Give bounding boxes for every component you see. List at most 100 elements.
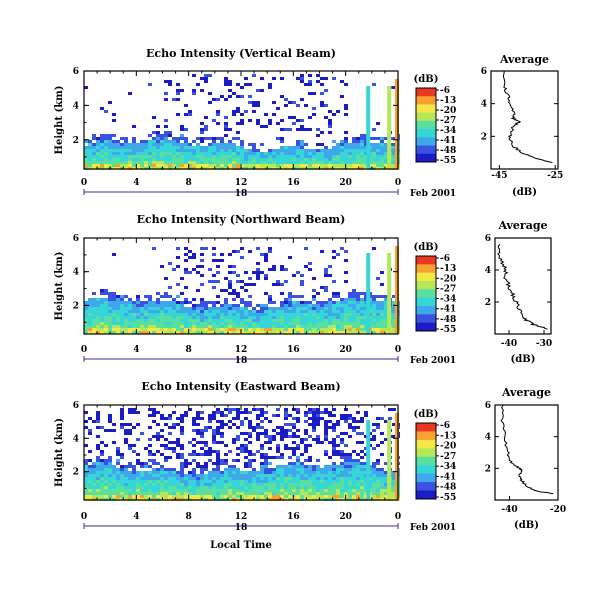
heatmap-cell xyxy=(376,319,380,322)
heatmap-cell xyxy=(316,480,320,483)
heatmap-cell xyxy=(308,307,312,310)
heatmap-cell xyxy=(248,295,252,298)
heatmap-cell xyxy=(380,164,384,167)
heatmap-cell xyxy=(164,301,168,304)
heatmap-cell xyxy=(180,480,184,483)
heatmap-cell xyxy=(284,280,288,283)
heatmap-cell xyxy=(236,149,240,152)
heatmap-cell xyxy=(240,143,244,146)
heatmap-cell xyxy=(156,158,160,161)
heatmap-cell xyxy=(128,152,132,155)
heatmap-cell xyxy=(392,408,396,411)
heatmap-cell xyxy=(280,319,284,322)
heatmap-cell xyxy=(164,474,168,477)
heatmap-cell xyxy=(284,158,288,161)
heatmap-cell xyxy=(232,155,236,158)
heatmap-cell xyxy=(128,331,132,334)
heatmap-cell xyxy=(192,468,196,471)
heatmap-cell xyxy=(152,411,156,414)
heatmap-cell xyxy=(240,423,244,426)
heatmap-cell xyxy=(232,328,236,331)
heatmap-cell xyxy=(260,328,264,331)
heatmap-cell xyxy=(380,319,384,322)
heatmap-cell xyxy=(232,477,236,480)
heatmap-cell xyxy=(124,495,128,498)
heatmap-cell xyxy=(312,295,316,298)
heatmap-cell xyxy=(360,143,364,146)
heatmap-cell xyxy=(144,149,148,152)
heatmap-cell xyxy=(84,483,88,486)
x-tick-label: 12 xyxy=(235,345,248,355)
heatmap-cell xyxy=(136,146,140,149)
heatmap-cell xyxy=(244,411,248,414)
heatmap-cell xyxy=(164,131,168,134)
heatmap-cell xyxy=(284,429,288,432)
heatmap-cell xyxy=(296,462,300,465)
heatmap-cell xyxy=(188,307,192,310)
heatmap-cell xyxy=(220,146,224,149)
heatmap-cell xyxy=(164,158,168,161)
heatmap-cell xyxy=(356,155,360,158)
heatmap-cell xyxy=(296,474,300,477)
heatmap-cell xyxy=(232,113,236,116)
heatmap-cell xyxy=(180,486,184,489)
heatmap-cell xyxy=(288,480,292,483)
heatmap-cell xyxy=(160,310,164,313)
heatmap-cell xyxy=(272,480,276,483)
heatmap-cell xyxy=(372,146,376,149)
heatmap-cell xyxy=(264,164,268,167)
heatmap-cell xyxy=(88,495,92,498)
heatmap-cell xyxy=(320,417,324,420)
heatmap-cell xyxy=(236,489,240,492)
heatmap-cell xyxy=(252,453,256,456)
heatmap-cell xyxy=(160,486,164,489)
heatmap-cell xyxy=(288,495,292,498)
heatmap-cell xyxy=(392,492,396,495)
heatmap-cell xyxy=(352,155,356,158)
heatmap-cell xyxy=(156,125,160,128)
heatmap-cell xyxy=(140,471,144,474)
heatmap-cell xyxy=(224,307,228,310)
heatmap-cell xyxy=(124,155,128,158)
heatmap-cell xyxy=(144,143,148,146)
heatmap-cell xyxy=(84,489,88,492)
heatmap-cell xyxy=(300,495,304,498)
heatmap-cell xyxy=(256,414,260,417)
heatmap-cell xyxy=(212,253,216,256)
heatmap-cell xyxy=(200,298,204,301)
heatmap-cell xyxy=(176,140,180,143)
heatmap-cell xyxy=(300,331,304,334)
heatmap-cell xyxy=(108,298,112,301)
heatmap-cell xyxy=(272,313,276,316)
heatmap-cell xyxy=(336,483,340,486)
heatmap-cell xyxy=(324,146,328,149)
heatmap-cell xyxy=(100,155,104,158)
heatmap-cell xyxy=(316,408,320,411)
heatmap-cell xyxy=(192,74,196,77)
heatmap-cell xyxy=(192,155,196,158)
heatmap-cell xyxy=(204,441,208,444)
heatmap-cell xyxy=(156,313,160,316)
heatmap-cell xyxy=(108,468,112,471)
heatmap-cell xyxy=(140,304,144,307)
heatmap-cell xyxy=(212,432,216,435)
heatmap-cell xyxy=(104,158,108,161)
heatmap-cell xyxy=(240,113,244,116)
heatmap-cell xyxy=(268,316,272,319)
heatmap-cell xyxy=(212,492,216,495)
heatmap-cell xyxy=(124,489,128,492)
heatmap-cell xyxy=(152,328,156,331)
heatmap-cell xyxy=(328,477,332,480)
heatmap-cell xyxy=(372,301,376,304)
heatmap-cell xyxy=(168,149,172,152)
heatmap-cell xyxy=(212,483,216,486)
heatmap-cell xyxy=(216,489,220,492)
heatmap-cell xyxy=(220,441,224,444)
heatmap-cell xyxy=(232,438,236,441)
heatmap-cell xyxy=(216,456,220,459)
heatmap-cell xyxy=(364,310,368,313)
heatmap-cell xyxy=(268,83,272,86)
heatmap-cell xyxy=(324,480,328,483)
heatmap-cell xyxy=(296,158,300,161)
heatmap-cell xyxy=(364,483,368,486)
